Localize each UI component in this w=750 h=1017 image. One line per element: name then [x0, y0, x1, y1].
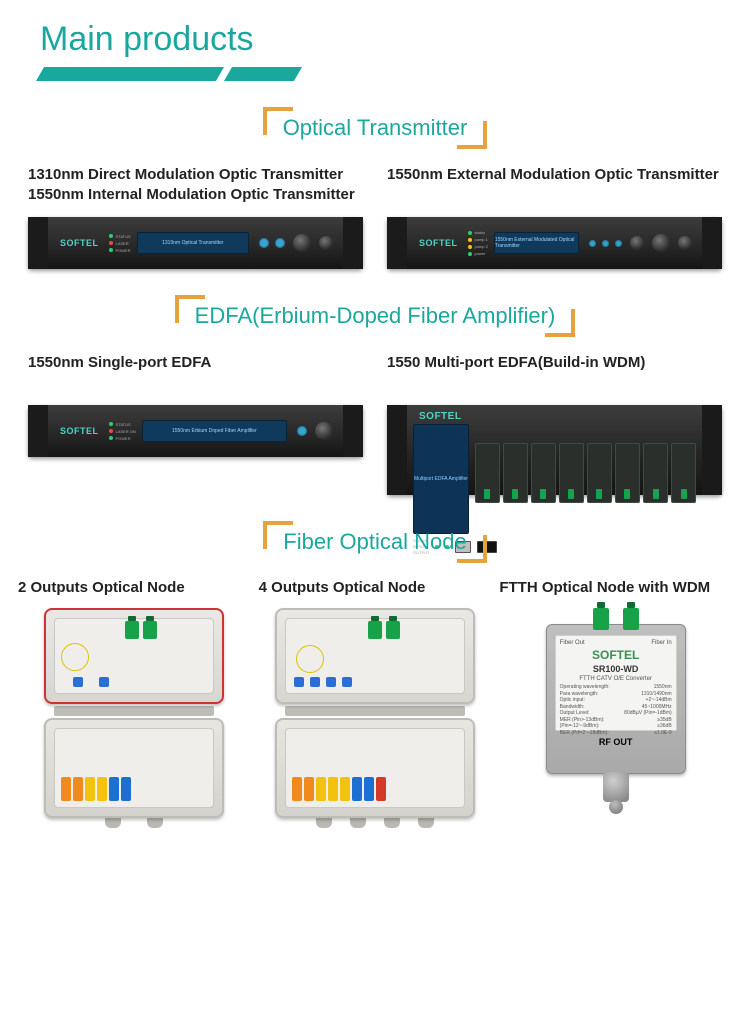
- control-buttons: [589, 240, 622, 247]
- node-base: [275, 718, 475, 818]
- led-group: status pump 1 pump 2 power: [468, 230, 488, 256]
- rf-output-port-icon: [342, 677, 352, 687]
- optical-transmitter-row: 1310nm Direct Modulation Optic Transmitt…: [0, 165, 750, 269]
- sc-connector-icon: [143, 621, 157, 639]
- subtitle-label: FTTH CATV O/E Converter: [560, 676, 672, 682]
- edfa-right: 1550 Multi-port EDFA(Build-in WDM) SOFTE…: [387, 353, 722, 495]
- ot-left-label-2: 1550nm Internal Modulation Optic Transmi…: [28, 185, 363, 205]
- model-label: SR100-WD: [560, 664, 672, 674]
- ot-left-label-1: 1310nm Direct Modulation Optic Transmitt…: [28, 165, 363, 185]
- node-2out-col: 2 Outputs Optical Node: [18, 579, 251, 838]
- device-node-2out: [18, 608, 251, 838]
- brand-label: SOFTEL: [60, 238, 99, 248]
- node-2out-label: 2 Outputs Optical Node: [18, 579, 251, 596]
- fiber-in-label: Fiber In: [651, 640, 671, 646]
- key-switch-icon: [315, 422, 333, 440]
- device-1550-ext-transmitter: SOFTEL status pump 1 pump 2 power 1550nm…: [387, 217, 722, 269]
- brand-label: SOFTEL: [419, 411, 463, 422]
- hinge-icon: [54, 706, 214, 716]
- port-icon: [678, 236, 692, 250]
- sc-connector-icon: [386, 621, 400, 639]
- rf-output-port-icon: [326, 677, 336, 687]
- lcd-display: 1550nm Erbium Doped Fiber Amplifier: [142, 420, 287, 442]
- node-ftth-col: FTTH Optical Node with WDM Fiber Out Fib…: [499, 579, 732, 838]
- device-node-4out: [259, 608, 492, 838]
- led-group: STATUS LASER POWER: [109, 234, 131, 253]
- spec-list: Operating wavelength:1550nm Para wavelen…: [560, 684, 672, 736]
- port-icon: [630, 236, 644, 250]
- rf-output-port-icon: [310, 677, 320, 687]
- rf-port-icon: [652, 234, 670, 252]
- device-ftth-wdm: Fiber Out Fiber In SOFTEL SR100-WD FTTH …: [541, 608, 691, 802]
- f-connector-icon: [603, 772, 629, 802]
- section-title: Fiber Optical Node: [265, 523, 484, 561]
- edfa-left: 1550nm Single-port EDFA SOFTEL STATUS LA…: [28, 353, 363, 495]
- optical-transmitter-right: 1550nm External Modulation Optic Transmi…: [387, 165, 722, 269]
- brand-label: SOFTEL: [560, 648, 672, 662]
- edfa-left-label: 1550nm Single-port EDFA: [28, 353, 363, 395]
- page-title: Main products: [40, 20, 750, 59]
- brand-label: SOFTEL: [419, 238, 458, 248]
- node-lid: [275, 608, 475, 704]
- select-button: [297, 426, 307, 436]
- terminal-block: [285, 728, 465, 808]
- sc-connector-icon: [125, 621, 139, 639]
- edfa-slots: [475, 443, 696, 503]
- fiber-node-row: 2 Outputs Optical Node: [0, 579, 750, 838]
- ftth-label-plate: Fiber Out Fiber In SOFTEL SR100-WD FTTH …: [555, 635, 677, 731]
- node-base: [44, 718, 224, 818]
- device-1310-transmitter: SOFTEL STATUS LASER POWER 1310nm Optical…: [28, 217, 363, 269]
- optical-transmitter-left: 1310nm Direct Modulation Optic Transmitt…: [28, 165, 363, 269]
- node-4out-col: 4 Outputs Optical Node: [259, 579, 492, 838]
- sc-connector-icon: [623, 608, 639, 630]
- fiber-coil-icon: [61, 643, 89, 671]
- lcd-display: 1550nm External Modulated Optical Transm…: [494, 232, 579, 254]
- rf-port-icon: [293, 234, 311, 252]
- section-title: Optical Transmitter: [265, 109, 486, 147]
- ot-left-labels: 1310nm Direct Modulation Optic Transmitt…: [28, 165, 363, 207]
- terminal-block: [54, 728, 214, 808]
- node-lid: [44, 608, 224, 704]
- page-header: Main products: [0, 0, 750, 81]
- rf-output-port-icon: [73, 677, 83, 687]
- hinge-icon: [285, 706, 465, 716]
- brand-label: SOFTEL: [60, 426, 99, 436]
- lcd-display: Multiport EDFA Amplifier: [413, 424, 469, 534]
- led-group: STATUS LASER ON POWER: [109, 422, 136, 441]
- node-ftth-label: FTTH Optical Node with WDM: [499, 579, 732, 596]
- device-edfa-single: SOFTEL STATUS LASER ON POWER 1550nm Erbi…: [28, 405, 363, 457]
- sc-connector-icon: [593, 608, 609, 630]
- lcd-display: 1310nm Optical Transmitter: [137, 232, 249, 254]
- device-edfa-multiport: SOFTEL Multiport EDFA Amplifier: [387, 405, 722, 495]
- fiber-out-label: Fiber Out: [560, 640, 585, 646]
- control-buttons: [259, 238, 285, 248]
- fiber-coil-icon: [296, 645, 324, 673]
- edfa-row: 1550nm Single-port EDFA SOFTEL STATUS LA…: [0, 353, 750, 495]
- title-underline: [40, 67, 750, 81]
- node-4out-label: 4 Outputs Optical Node: [259, 579, 492, 596]
- edfa-right-label: 1550 Multi-port EDFA(Build-in WDM): [387, 353, 722, 395]
- section-header-edfa: EDFA(Erbium-Doped Fiber Amplifier): [0, 297, 750, 335]
- rf-output-port-icon: [99, 677, 109, 687]
- section-header-optical-transmitter: Optical Transmitter: [0, 109, 750, 147]
- ot-right-label: 1550nm External Modulation Optic Transmi…: [387, 165, 722, 207]
- sc-connector-icon: [368, 621, 382, 639]
- section-title: EDFA(Erbium-Doped Fiber Amplifier): [177, 297, 574, 335]
- rf-output-port-icon: [294, 677, 304, 687]
- test-port-icon: [319, 236, 333, 250]
- rf-out-label: RF OUT: [599, 737, 633, 747]
